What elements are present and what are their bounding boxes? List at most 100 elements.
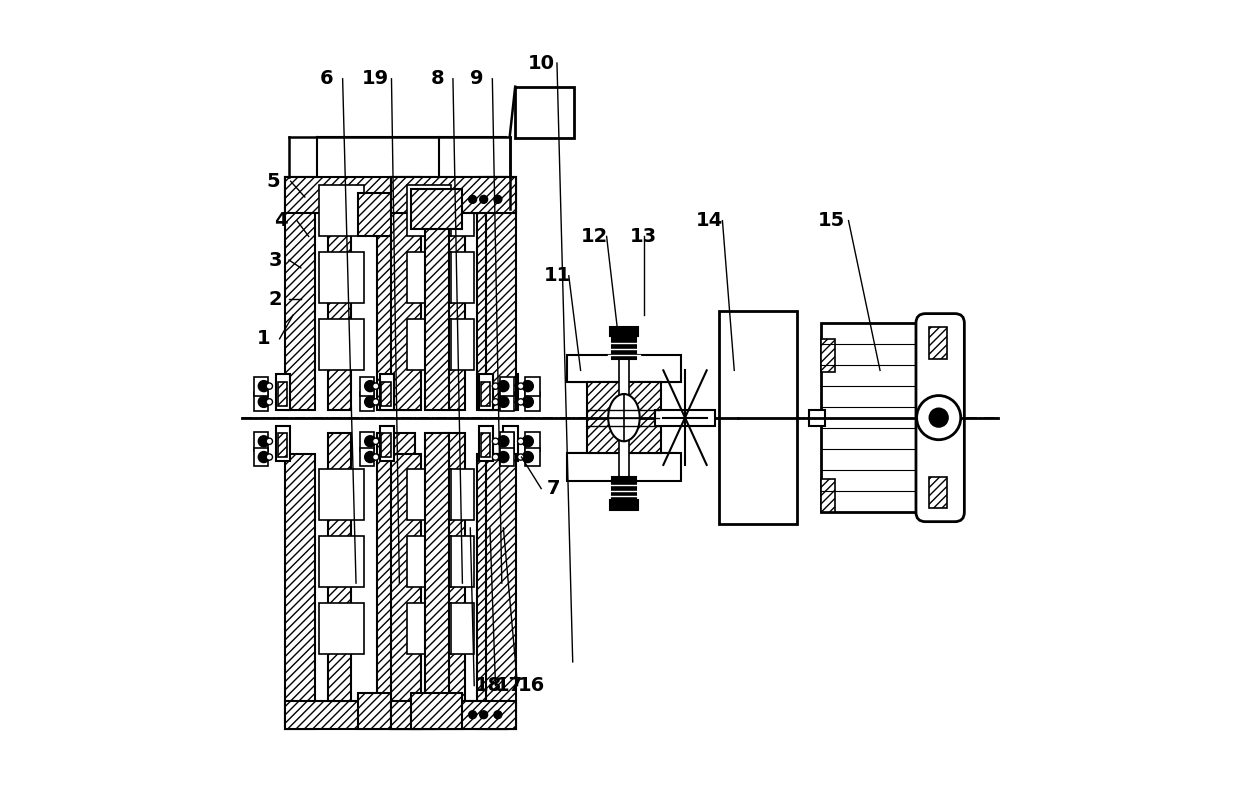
- Bar: [412, 189, 463, 229]
- Bar: [254, 392, 268, 411]
- Bar: [360, 377, 374, 396]
- Bar: [377, 433, 415, 701]
- Bar: [429, 252, 474, 303]
- Circle shape: [372, 454, 379, 460]
- Bar: [429, 185, 474, 236]
- Circle shape: [492, 399, 498, 405]
- Circle shape: [469, 195, 476, 203]
- Bar: [570, 359, 677, 382]
- Bar: [254, 377, 268, 396]
- Bar: [481, 382, 490, 406]
- Bar: [407, 603, 450, 654]
- Circle shape: [365, 396, 376, 407]
- Text: 13: 13: [630, 227, 657, 246]
- Bar: [500, 392, 515, 411]
- Bar: [466, 189, 510, 209]
- Text: 19: 19: [362, 69, 389, 88]
- Bar: [254, 432, 268, 451]
- Bar: [285, 701, 506, 729]
- Circle shape: [258, 452, 269, 463]
- Bar: [379, 374, 394, 410]
- Bar: [486, 177, 516, 410]
- Bar: [392, 701, 516, 729]
- Text: 6: 6: [320, 69, 334, 88]
- Bar: [377, 213, 415, 410]
- Circle shape: [494, 711, 502, 719]
- Text: 4: 4: [274, 211, 288, 230]
- Bar: [587, 382, 661, 453]
- Circle shape: [258, 381, 269, 392]
- Bar: [392, 454, 422, 729]
- Bar: [360, 448, 374, 466]
- Circle shape: [492, 454, 498, 460]
- Text: 8: 8: [430, 69, 444, 88]
- Text: 7: 7: [547, 479, 559, 498]
- Circle shape: [517, 383, 523, 389]
- Circle shape: [916, 396, 961, 440]
- Bar: [656, 410, 714, 426]
- Bar: [505, 433, 515, 457]
- Bar: [275, 374, 290, 410]
- Circle shape: [522, 381, 533, 392]
- Bar: [360, 432, 374, 451]
- Text: 16: 16: [518, 676, 546, 695]
- Bar: [425, 213, 449, 410]
- Bar: [500, 432, 515, 451]
- Circle shape: [522, 452, 533, 463]
- Circle shape: [469, 711, 476, 719]
- Bar: [429, 319, 474, 370]
- Bar: [407, 536, 450, 587]
- Bar: [285, 177, 506, 213]
- Bar: [570, 453, 677, 477]
- Bar: [443, 433, 465, 701]
- Bar: [567, 355, 681, 382]
- Circle shape: [267, 383, 273, 389]
- Circle shape: [480, 195, 487, 203]
- Circle shape: [372, 438, 379, 444]
- Bar: [610, 327, 639, 336]
- Text: 17: 17: [496, 676, 523, 695]
- Text: 3: 3: [269, 251, 283, 269]
- Bar: [407, 252, 450, 303]
- Bar: [381, 433, 391, 457]
- Bar: [810, 410, 825, 426]
- Bar: [429, 469, 474, 520]
- Circle shape: [480, 711, 487, 719]
- Circle shape: [258, 436, 269, 447]
- Bar: [500, 448, 515, 466]
- Text: 11: 11: [543, 266, 570, 285]
- FancyBboxPatch shape: [916, 314, 965, 522]
- Bar: [319, 185, 363, 236]
- Bar: [379, 426, 394, 461]
- Bar: [479, 374, 494, 410]
- Bar: [278, 382, 288, 406]
- Bar: [619, 331, 629, 504]
- Bar: [929, 477, 947, 508]
- Bar: [429, 536, 474, 587]
- Bar: [392, 177, 516, 213]
- Circle shape: [258, 396, 269, 407]
- Circle shape: [517, 454, 523, 460]
- Bar: [407, 469, 450, 520]
- Bar: [319, 603, 363, 654]
- Text: 9: 9: [470, 69, 484, 88]
- Bar: [358, 693, 435, 729]
- Circle shape: [267, 454, 273, 460]
- Bar: [929, 327, 947, 359]
- Bar: [425, 433, 449, 701]
- Bar: [319, 252, 363, 303]
- Bar: [567, 453, 681, 481]
- Bar: [526, 448, 539, 466]
- Bar: [821, 339, 835, 372]
- Bar: [821, 479, 835, 512]
- Text: 14: 14: [696, 211, 723, 230]
- Bar: [275, 426, 290, 461]
- Text: 18: 18: [475, 676, 502, 695]
- Bar: [476, 454, 506, 729]
- Ellipse shape: [608, 394, 640, 441]
- Circle shape: [522, 436, 533, 447]
- Text: 12: 12: [582, 227, 609, 246]
- Bar: [610, 500, 639, 510]
- Bar: [329, 213, 351, 410]
- Bar: [500, 377, 515, 396]
